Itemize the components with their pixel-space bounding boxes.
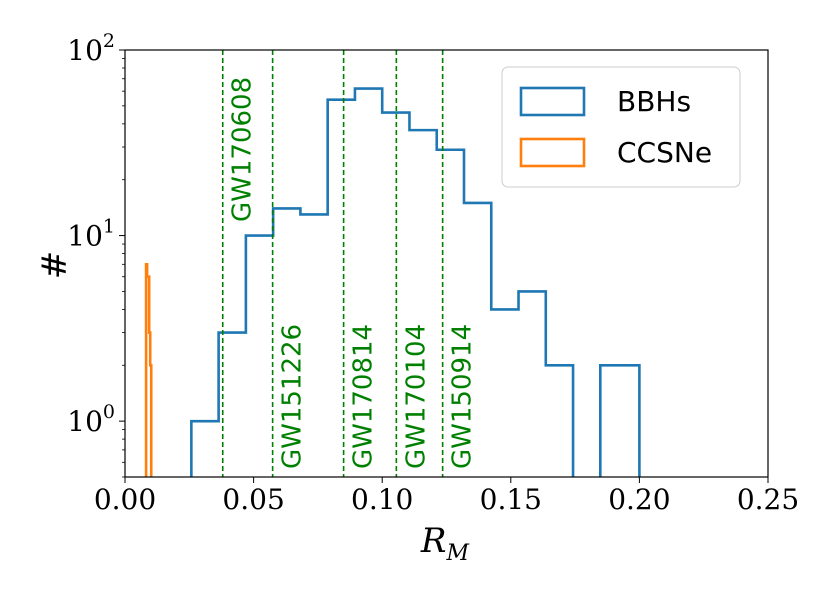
x-tick-label: 0.25	[737, 483, 799, 516]
event-label-gw170814: GW170814	[349, 324, 379, 469]
event-label-gw150914: GW150914	[448, 324, 478, 469]
x-tick-label: 0.00	[94, 483, 156, 516]
y-tick-label: 102	[67, 30, 115, 67]
x-axis-label: RM	[420, 521, 470, 566]
y-tick-label: 101	[67, 216, 115, 253]
event-label-gw151226: GW151226	[278, 324, 308, 469]
histogram-series-bbhs	[190, 87, 641, 477]
y-axis-label: #	[35, 251, 75, 280]
legend-swatch-bbhs	[519, 86, 586, 117]
plot-frame	[124, 49, 769, 478]
x-tick-label: 0.05	[222, 483, 284, 516]
x-tick-label: 0.10	[351, 483, 413, 516]
legend-box	[501, 66, 741, 188]
event-label-gw170608: GW170608	[228, 77, 258, 222]
legend: BBHs CCSNe	[501, 66, 741, 188]
y-tick-label: 100	[67, 401, 115, 438]
axes: 0.00 0.05 0.10 0.15 0.20 0.25 100 101 102	[67, 30, 799, 516]
legend-label-ccsne: CCSNe	[617, 136, 712, 169]
event-label-gw170104: GW170104	[401, 324, 431, 469]
histogram-series-ccsne	[144, 263, 153, 477]
x-tick-label: 0.20	[608, 483, 670, 516]
legend-label-bbhs: BBHs	[617, 85, 691, 118]
legend-swatch-ccsne	[519, 137, 586, 168]
plot-area: GW170608 GW151226 GW170814 GW170104 GW150914	[144, 50, 641, 477]
axis-labels: RM #	[35, 251, 470, 566]
x-tick-label: 0.15	[480, 483, 542, 516]
